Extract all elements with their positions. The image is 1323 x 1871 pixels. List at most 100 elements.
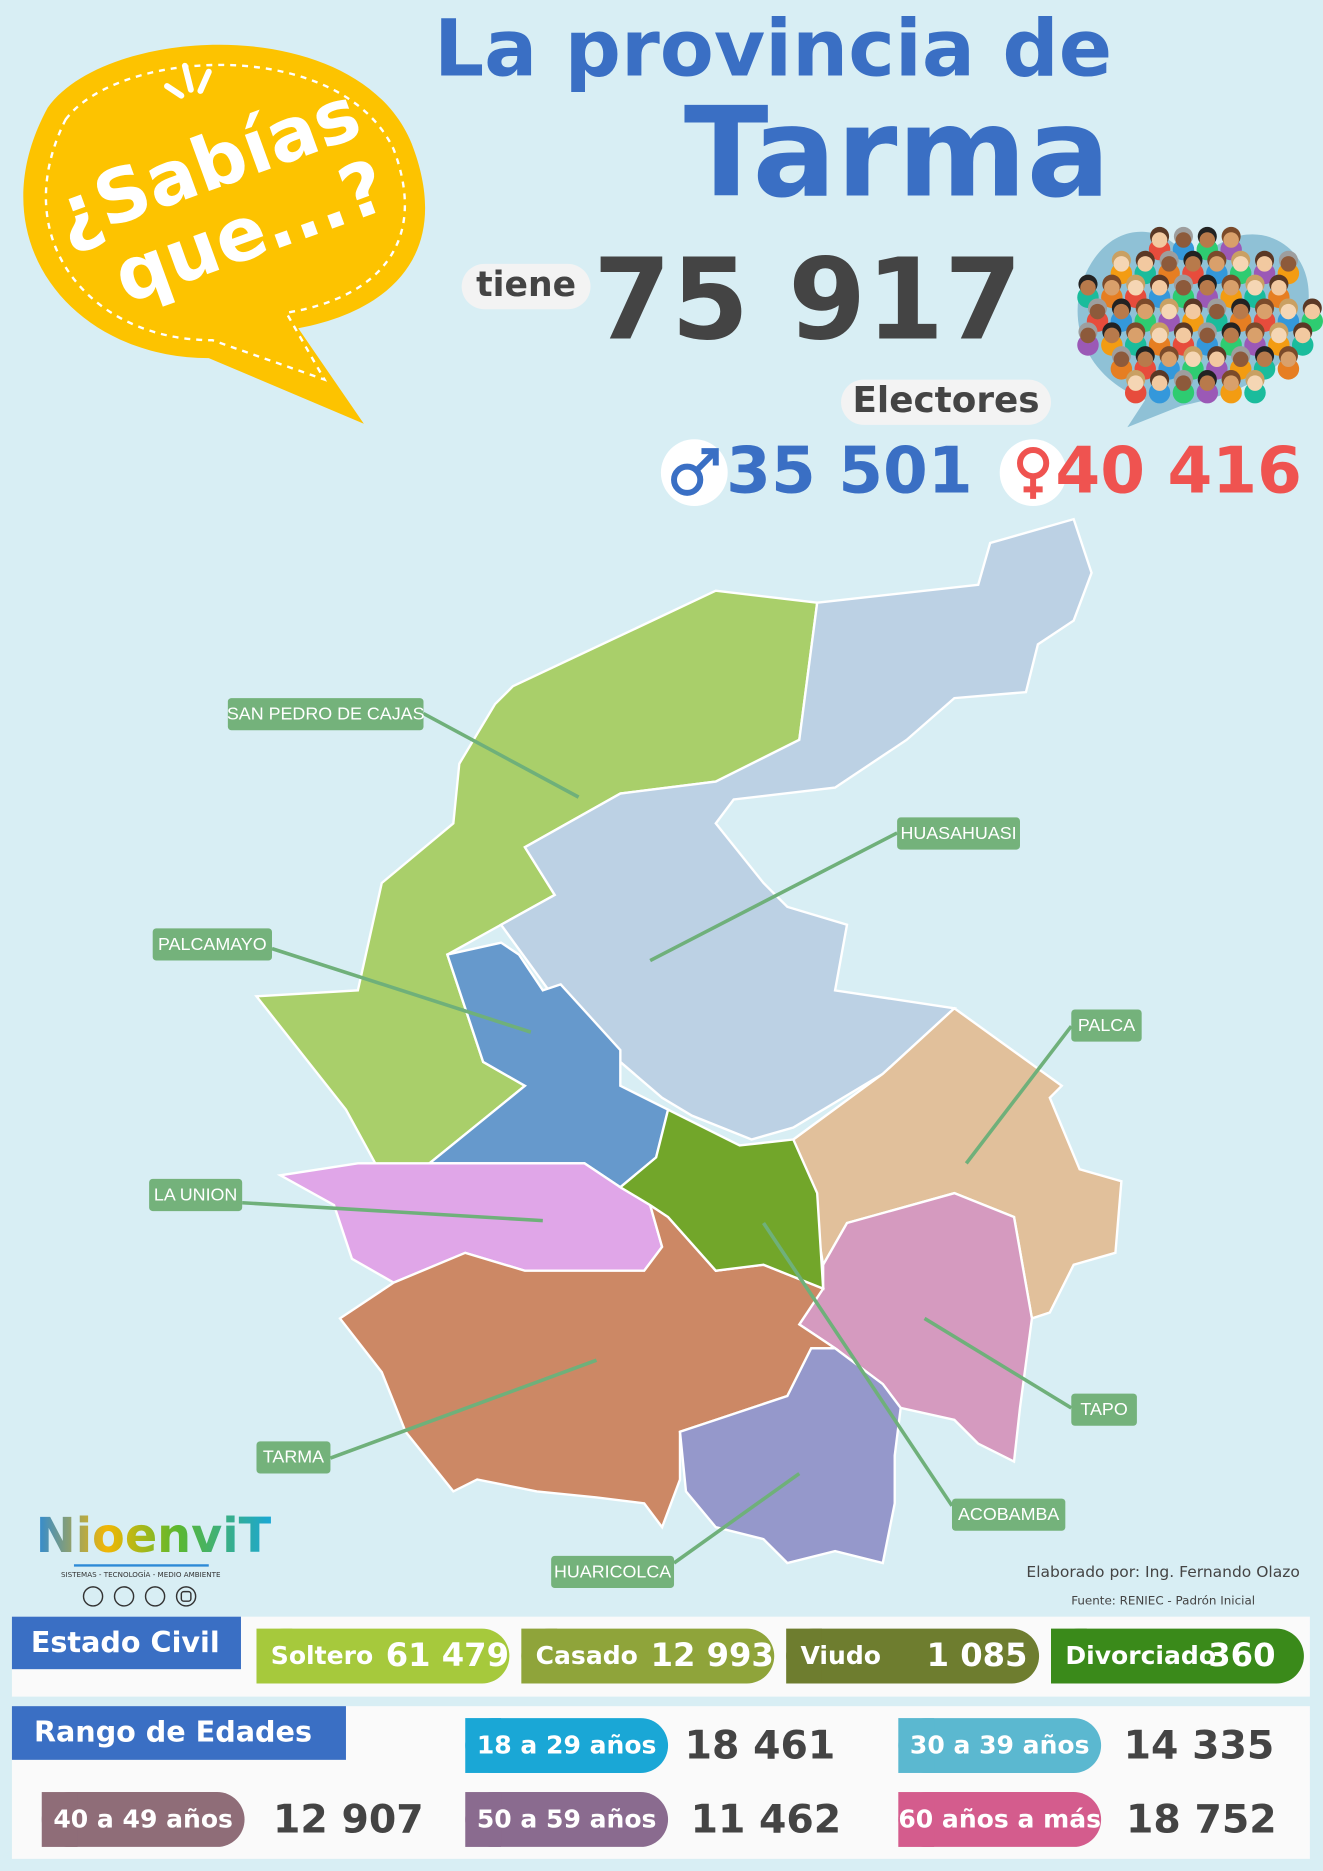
district-label-box (1071, 1009, 1142, 1042)
civil-value: 360 (1208, 1636, 1275, 1674)
age-value: 14 335 (1124, 1722, 1275, 1768)
crowd-face (1223, 375, 1239, 391)
age-pill-corner (465, 1792, 502, 1847)
tiene: tiene (476, 265, 576, 305)
male-icon (660, 439, 728, 507)
male-count: 35 501 (726, 434, 973, 509)
civil-value: 61 479 (386, 1636, 509, 1674)
crowd-face (1256, 351, 1273, 368)
crowd-face (1199, 327, 1216, 344)
age-pill (465, 1718, 669, 1773)
crowd-face (1223, 279, 1239, 296)
civil-label: Viudo (800, 1641, 881, 1670)
leader-line (672, 1472, 801, 1565)
logo-name: NioenviT (36, 1509, 272, 1564)
district-label-box (227, 698, 424, 731)
district-label: LA UNION (154, 1184, 237, 1204)
crowd-face (1175, 279, 1192, 296)
civil-pill (256, 1628, 510, 1684)
electores-total: 75 917 (593, 236, 1022, 366)
age-pill-corner (898, 1792, 935, 1847)
credits-author: Elaborado por: Ing. Fernando Olazo (1026, 1563, 1299, 1581)
crowd-face (1232, 351, 1249, 368)
leader-line (923, 1316, 1073, 1410)
crowd-face (1175, 327, 1192, 344)
crowd-face (1104, 327, 1120, 344)
district-labels: SAN PEDRO DE CAJAS HUASAHUASI PALCAMAYO PAL… (149, 698, 1142, 1589)
crowd-face (1113, 256, 1130, 272)
crowd-face (1127, 375, 1144, 391)
civil-label: Casado (536, 1641, 638, 1670)
age-pill (41, 1792, 245, 1847)
bubble-dash (44, 63, 406, 382)
district-label: PALCAMAYO (158, 934, 267, 954)
credits-source: Fuente: RENIEC - Padrón Inicial (1071, 1594, 1255, 1608)
crowd-face (1271, 279, 1287, 296)
leader-line (242, 1200, 543, 1223)
leader-line (422, 712, 580, 799)
edades-title: Rango de Edades (34, 1715, 312, 1749)
estado-civil-items: Soltero 61 479 Casado 12 993 Viudo 1 085 Divor… (256, 1628, 1304, 1684)
title-line1: La provincia de (434, 2, 1112, 94)
crowd-face (1199, 375, 1216, 391)
age-pill-corner (465, 1718, 502, 1773)
crowd-face (1232, 303, 1249, 320)
crowd-face (1175, 232, 1192, 248)
district-label-box (897, 817, 1020, 850)
district-label: ACOBAMBA (958, 1504, 1059, 1524)
crowd-face (1137, 351, 1154, 368)
map (254, 517, 1123, 1565)
crowd-face (1209, 256, 1225, 272)
crowd-face (1247, 327, 1263, 344)
crowd-face (1185, 351, 1201, 368)
age-label: 50 a 59 años (477, 1805, 657, 1834)
tiene-pill (461, 263, 591, 310)
crowd-face (1232, 256, 1249, 272)
crowd-face (1080, 327, 1096, 344)
district-label-box (256, 1441, 331, 1474)
edades-items: 18 a 29 años 18 461 30 a 39 años 14 335 40 a… (41, 1718, 1277, 1847)
crowd-face (1294, 327, 1311, 344)
age-pill-corner (898, 1718, 935, 1773)
crowd-face (1151, 279, 1168, 296)
crowd-face (1209, 303, 1225, 320)
leader-line (762, 1222, 954, 1507)
civil-pill (786, 1628, 1040, 1684)
civil-pill-corner (521, 1628, 558, 1684)
district-area (678, 1347, 902, 1565)
crowd-face (1271, 327, 1287, 344)
age-value: 18 752 (1126, 1796, 1277, 1842)
crowd-face (1113, 351, 1130, 368)
title-line2: Tarma (684, 81, 1110, 225)
crowd-face (1089, 303, 1106, 320)
crowd-face (1256, 256, 1273, 272)
crowd-face (1280, 303, 1297, 320)
district-label-box (1071, 1393, 1137, 1426)
crowd-face (1175, 375, 1192, 391)
civil-label: Divorciado (1065, 1641, 1216, 1670)
civil-pill-corner (1051, 1628, 1087, 1684)
crowd-face (1199, 232, 1216, 248)
age-value: 18 461 (685, 1722, 836, 1768)
leader-line (271, 946, 532, 1034)
civil-pill-corner (256, 1628, 293, 1684)
estado-civil-header (11, 1616, 241, 1670)
edades-header (11, 1706, 346, 1760)
social-icons (82, 1586, 197, 1607)
age-label: 18 a 29 años (477, 1731, 657, 1760)
district-label-box (152, 928, 272, 961)
leader-line (964, 1025, 1073, 1165)
age-pill (898, 1718, 1102, 1773)
crowd-face (1247, 375, 1263, 391)
crowd-face (1280, 351, 1297, 368)
age-pill (465, 1792, 669, 1847)
crowd-face (1161, 351, 1177, 368)
crowd-face (1137, 303, 1154, 320)
age-label: 60 años a más (898, 1805, 1101, 1834)
crowd-face (1080, 279, 1096, 296)
district-label-box (551, 1555, 675, 1589)
crowd-face (1223, 232, 1239, 248)
district-label: TAPO (1080, 1399, 1127, 1419)
